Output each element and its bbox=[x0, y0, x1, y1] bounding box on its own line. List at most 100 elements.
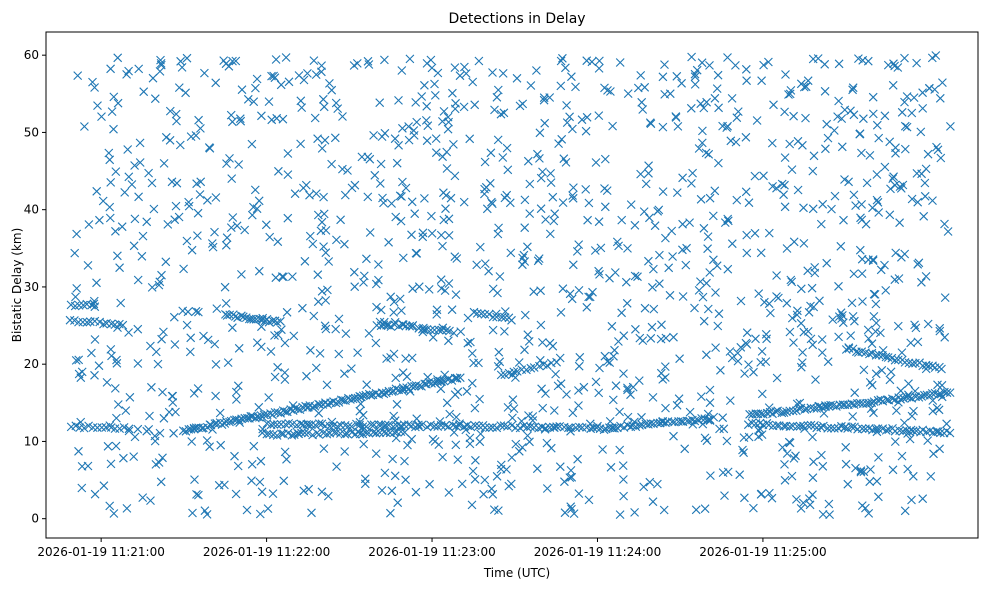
data-point bbox=[349, 267, 359, 277]
data-point bbox=[156, 477, 166, 487]
data-point bbox=[124, 172, 134, 182]
data-point bbox=[441, 204, 450, 214]
data-point bbox=[228, 117, 237, 127]
data-point bbox=[699, 316, 709, 326]
data-point bbox=[710, 93, 720, 103]
data-point bbox=[247, 476, 256, 486]
data-point bbox=[819, 409, 829, 418]
data-point bbox=[380, 468, 390, 478]
data-point bbox=[675, 354, 684, 364]
data-point bbox=[195, 190, 205, 199]
data-point bbox=[880, 162, 890, 172]
data-point bbox=[144, 425, 154, 434]
data-point bbox=[851, 463, 860, 473]
data-point bbox=[186, 424, 196, 434]
data-point bbox=[289, 331, 299, 341]
data-point bbox=[378, 193, 387, 203]
data-point bbox=[161, 257, 171, 267]
data-point bbox=[395, 294, 405, 304]
data-point bbox=[414, 282, 424, 292]
data-point bbox=[568, 408, 578, 418]
data-point bbox=[182, 236, 192, 246]
data-point bbox=[577, 423, 587, 432]
data-point bbox=[321, 324, 331, 334]
data-point bbox=[780, 475, 790, 485]
data-point bbox=[546, 169, 555, 178]
data-point bbox=[549, 216, 559, 226]
data-point bbox=[749, 367, 758, 377]
data-point bbox=[379, 389, 389, 399]
data-point bbox=[451, 412, 461, 422]
data-point bbox=[705, 61, 714, 70]
data-point bbox=[146, 496, 155, 505]
data-point bbox=[791, 451, 800, 461]
data-point bbox=[796, 284, 806, 294]
data-point bbox=[913, 197, 923, 207]
data-point bbox=[574, 361, 584, 371]
y-tick-label: 60 bbox=[24, 48, 39, 62]
data-point bbox=[780, 180, 789, 190]
data-point bbox=[423, 121, 433, 131]
data-point bbox=[508, 413, 517, 423]
data-point bbox=[908, 359, 917, 369]
data-point bbox=[546, 178, 556, 187]
data-point bbox=[697, 138, 707, 148]
data-point bbox=[555, 462, 565, 472]
data-point bbox=[628, 421, 637, 430]
data-point bbox=[740, 369, 749, 378]
data-point bbox=[855, 245, 865, 255]
data-point bbox=[442, 164, 452, 173]
data-point bbox=[837, 142, 847, 152]
data-point bbox=[418, 232, 428, 242]
data-point bbox=[83, 461, 93, 471]
data-point bbox=[119, 423, 129, 432]
data-point bbox=[156, 59, 166, 68]
data-point bbox=[444, 214, 454, 224]
data-point bbox=[579, 382, 589, 392]
data-point bbox=[387, 486, 397, 496]
data-point bbox=[426, 325, 436, 335]
data-point bbox=[129, 241, 139, 251]
data-point bbox=[799, 239, 809, 248]
data-point bbox=[243, 94, 253, 104]
data-point bbox=[694, 286, 704, 295]
data-point bbox=[571, 82, 580, 92]
data-point bbox=[855, 129, 865, 139]
data-point bbox=[705, 193, 715, 203]
data-point bbox=[238, 312, 248, 322]
data-point bbox=[705, 385, 715, 395]
data-point bbox=[823, 357, 833, 367]
data-point bbox=[444, 336, 453, 346]
data-point bbox=[874, 133, 884, 143]
data-point bbox=[147, 283, 157, 292]
data-point bbox=[252, 338, 262, 348]
data-point bbox=[888, 80, 898, 90]
data-point bbox=[233, 461, 243, 471]
data-point bbox=[400, 456, 409, 466]
data-point bbox=[840, 423, 849, 433]
data-point bbox=[836, 241, 846, 251]
data-point bbox=[113, 53, 123, 63]
data-point bbox=[303, 428, 313, 438]
data-point bbox=[155, 277, 165, 287]
data-point bbox=[772, 373, 782, 383]
data-point bbox=[600, 351, 610, 361]
data-point bbox=[694, 144, 704, 153]
data-point bbox=[850, 388, 860, 398]
data-point bbox=[742, 328, 752, 338]
data-point bbox=[97, 423, 107, 432]
data-point bbox=[940, 293, 950, 302]
data-point bbox=[315, 400, 325, 410]
data-point bbox=[194, 490, 203, 500]
data-point bbox=[393, 498, 403, 508]
data-point bbox=[880, 260, 889, 270]
data-point bbox=[258, 424, 268, 434]
data-point bbox=[595, 56, 604, 66]
data-point bbox=[460, 62, 469, 72]
data-point bbox=[472, 260, 482, 270]
data-point bbox=[438, 241, 447, 251]
data-point bbox=[720, 218, 730, 227]
data-point bbox=[257, 111, 266, 121]
data-point bbox=[409, 131, 419, 140]
data-point bbox=[735, 470, 745, 480]
